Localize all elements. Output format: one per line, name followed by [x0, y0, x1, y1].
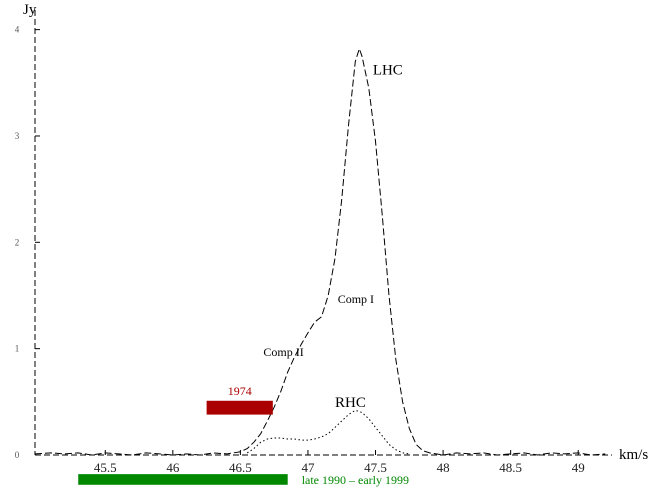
x-tick-label: 49 [572, 460, 585, 475]
annotation-comp-i: Comp I [338, 292, 374, 306]
epoch-bar-label: 1974 [228, 384, 252, 398]
epoch-bar [206, 400, 273, 415]
x-tick-label: 46 [166, 460, 180, 475]
annotation-comp-ii: Comp II [263, 345, 303, 359]
x-tick-label: 48 [437, 460, 450, 475]
x-tick-label: 45.5 [94, 460, 117, 475]
series-line-rhc [246, 409, 410, 455]
x-ticks: 45.5 46 46.5 47 47.5 48 48.5 49 [94, 450, 585, 475]
y-tick-label: 1 [15, 344, 20, 354]
y-ticks: 0 1 2 3 4 [15, 25, 40, 460]
series-line-lhc [34, 47, 606, 456]
y-tick-label: 0 [15, 450, 20, 460]
x-tick-label: 47.5 [364, 460, 387, 475]
y-tick-label: 4 [15, 25, 20, 35]
x-tick-label: 46.5 [229, 460, 252, 475]
x-tick-label: 47 [301, 460, 315, 475]
x-tick-label: 48.5 [499, 460, 522, 475]
y-tick-label: 2 [15, 237, 20, 247]
annotations: LHC Comp I Comp II RHC [263, 62, 402, 411]
epoch-bars: 1974 late 1990 – early 1999 [78, 384, 409, 487]
y-tick-label: 3 [15, 131, 20, 141]
x-axis-label: km/s [619, 447, 648, 463]
annotation-lhc: LHC [373, 62, 403, 78]
axes [34, 10, 612, 456]
annotation-rhc: RHC [335, 395, 366, 411]
epoch-bar-label: late 1990 – early 1999 [302, 473, 409, 487]
epoch-bar [78, 474, 288, 485]
series-lines [34, 47, 606, 456]
y-axis-label: Jy [23, 2, 37, 18]
